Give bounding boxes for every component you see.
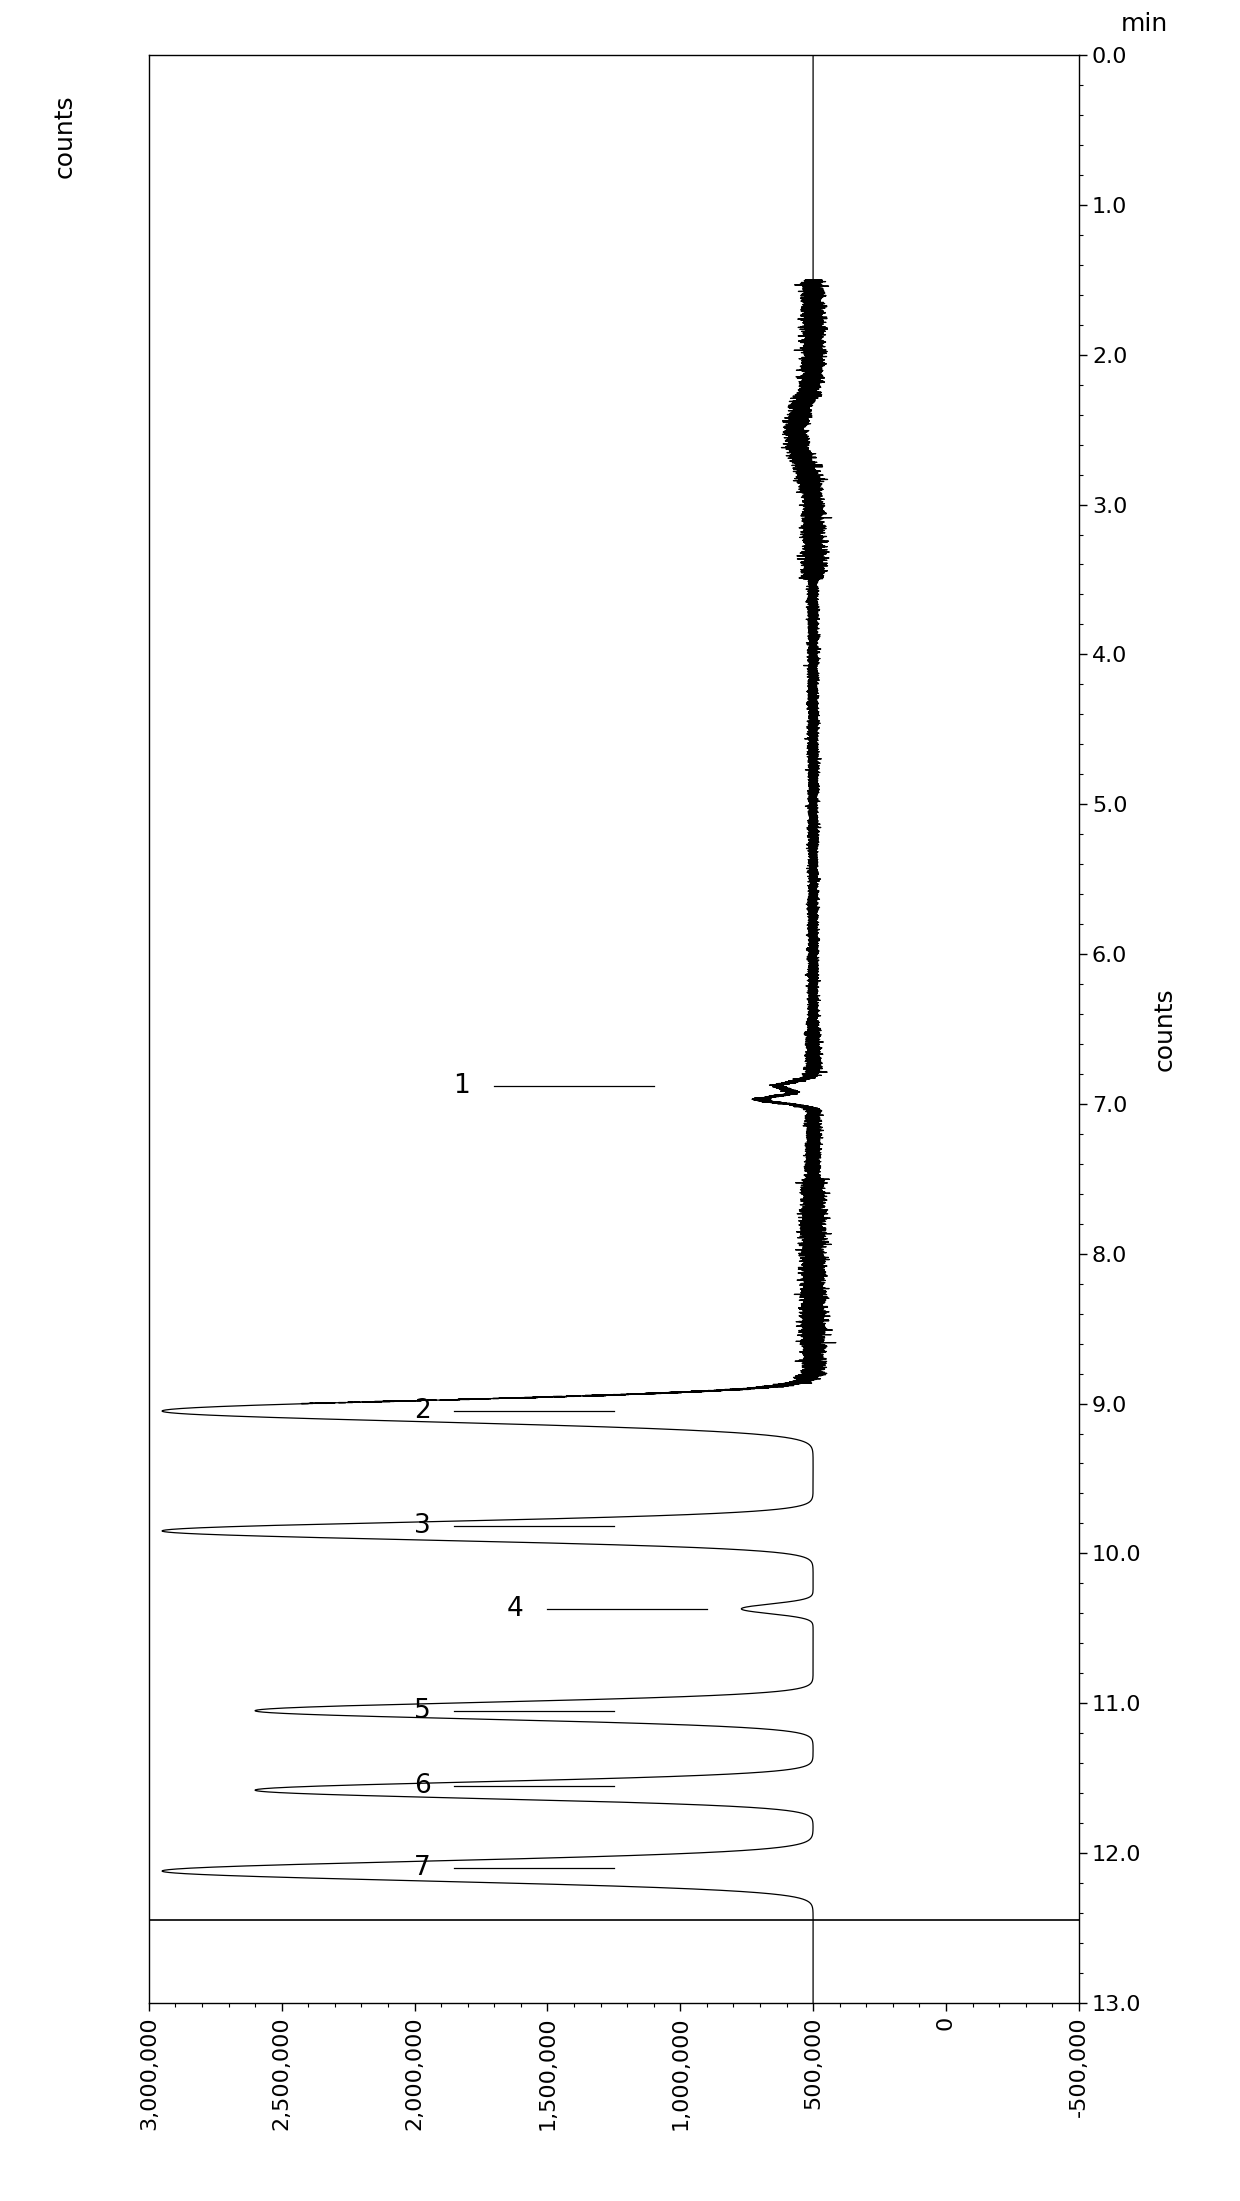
Text: 4: 4	[507, 1596, 523, 1622]
Text: 1: 1	[454, 1072, 470, 1098]
Text: 6: 6	[414, 1772, 430, 1798]
Text: counts: counts	[53, 95, 77, 178]
Text: 3: 3	[414, 1514, 430, 1538]
Text: min: min	[1121, 11, 1168, 35]
Text: 7: 7	[414, 1855, 430, 1882]
Y-axis label: counts: counts	[1153, 988, 1177, 1070]
Text: 2: 2	[414, 1398, 430, 1424]
Text: 5: 5	[414, 1697, 430, 1723]
